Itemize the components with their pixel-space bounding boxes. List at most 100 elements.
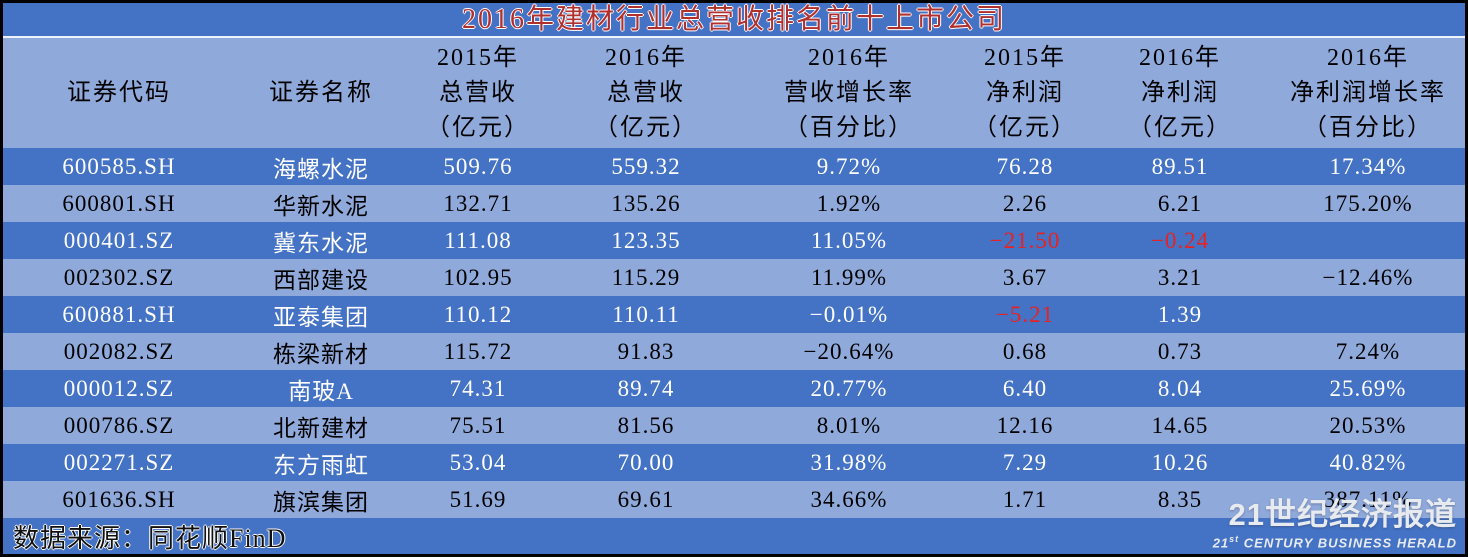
cell-code: 000401.SZ	[3, 222, 235, 259]
cell-revenue-growth: −0.01%	[743, 296, 955, 333]
cell-profit-2016: 0.73	[1095, 333, 1265, 370]
cell-revenue-2016: 69.61	[549, 481, 743, 518]
table-row: 601636.SH 旗滨集团 51.69 69.61 34.66% 1.71 8…	[3, 481, 1465, 518]
cell-revenue-2016: 110.11	[549, 296, 743, 333]
table-row: 600801.SH 华新水泥 132.71 135.26 1.92% 2.26 …	[3, 185, 1465, 222]
cell-revenue-2016: 115.29	[549, 259, 743, 296]
cell-revenue-2016: 89.74	[549, 370, 743, 407]
cell-profit-growth: 25.69%	[1265, 370, 1465, 407]
title-bar: 2016年建材行业总营收排名前十上市公司	[3, 3, 1465, 38]
cell-revenue-2015: 74.31	[407, 370, 549, 407]
publisher-logo: 21世纪经济报道 21st CENTURY BUSINESS HERALD	[1213, 499, 1457, 550]
logo-en-rest: CENTURY BUSINESS HERALD	[1239, 535, 1457, 550]
cell-profit-2016: −0.24	[1095, 222, 1265, 259]
cell-profit-growth	[1265, 222, 1465, 259]
cell-profit-2015: −21.50	[955, 222, 1095, 259]
table-row: 000786.SZ 北新建材 75.51 81.56 8.01% 12.16 1…	[3, 407, 1465, 444]
column-header-revenue-growth: 2016年 营收增长率 （百分比）	[743, 38, 955, 148]
cell-revenue-growth: 31.98%	[743, 444, 955, 481]
cell-revenue-2016: 559.32	[549, 148, 743, 185]
cell-revenue-2015: 102.95	[407, 259, 549, 296]
table-body: 600585.SH 海螺水泥 509.76 559.32 9.72% 76.28…	[3, 148, 1465, 518]
cell-name: 南玻A	[235, 370, 407, 407]
cell-code: 000786.SZ	[3, 407, 235, 444]
cell-code: 600585.SH	[3, 148, 235, 185]
header-row: 证券代码 证券名称 2015年 总营收 （亿元） 2016年 总营收 （亿元） …	[3, 38, 1465, 148]
cell-revenue-2015: 53.04	[407, 444, 549, 481]
table-row: 600585.SH 海螺水泥 509.76 559.32 9.72% 76.28…	[3, 148, 1465, 185]
logo-en-superscript: st	[1229, 533, 1240, 544]
cell-revenue-2016: 123.35	[549, 222, 743, 259]
table-row: 002082.SZ 栋梁新材 115.72 91.83 −20.64% 0.68…	[3, 333, 1465, 370]
cell-code: 002082.SZ	[3, 333, 235, 370]
cell-profit-2015: 6.40	[955, 370, 1095, 407]
cell-code: 600881.SH	[3, 296, 235, 333]
cell-profit-2016: 8.35	[1095, 481, 1265, 518]
cell-revenue-2016: 135.26	[549, 185, 743, 222]
cell-profit-2015: 0.68	[955, 333, 1095, 370]
column-header-revenue-2015: 2015年 总营收 （亿元）	[407, 38, 549, 148]
column-header-profit-growth: 2016年 净利润增长率 （百分比）	[1265, 38, 1465, 148]
table-row: 000012.SZ 南玻A 74.31 89.74 20.77% 6.40 8.…	[3, 370, 1465, 407]
page-title: 2016年建材行业总营收排名前十上市公司	[461, 4, 1006, 35]
cell-profit-2016: 1.39	[1095, 296, 1265, 333]
cell-profit-growth: 175.20%	[1265, 185, 1465, 222]
cell-profit-2015: 7.29	[955, 444, 1095, 481]
cell-profit-2016: 3.21	[1095, 259, 1265, 296]
column-header-profit-2015: 2015年 净利润 （亿元）	[955, 38, 1095, 148]
cell-name: 东方雨虹	[235, 444, 407, 481]
cell-revenue-2015: 509.76	[407, 148, 549, 185]
cell-code: 600801.SH	[3, 185, 235, 222]
cell-revenue-growth: 1.92%	[743, 185, 955, 222]
cell-profit-2015: 76.28	[955, 148, 1095, 185]
column-header-name: 证券名称	[235, 38, 407, 148]
cell-name: 栋梁新材	[235, 333, 407, 370]
cell-name: 西部建设	[235, 259, 407, 296]
data-table: 证券代码 证券名称 2015年 总营收 （亿元） 2016年 总营收 （亿元） …	[3, 38, 1465, 518]
cell-profit-2016: 8.04	[1095, 370, 1265, 407]
cell-revenue-2016: 91.83	[549, 333, 743, 370]
cell-profit-growth: 20.53%	[1265, 407, 1465, 444]
cell-profit-growth: 17.34%	[1265, 148, 1465, 185]
cell-revenue-2015: 110.12	[407, 296, 549, 333]
cell-revenue-2015: 115.72	[407, 333, 549, 370]
column-header-revenue-2016: 2016年 总营收 （亿元）	[549, 38, 743, 148]
cell-code: 002302.SZ	[3, 259, 235, 296]
cell-profit-growth: 7.24%	[1265, 333, 1465, 370]
cell-profit-growth: 387.11%	[1265, 481, 1465, 518]
table-row: 002302.SZ 西部建设 102.95 115.29 11.99% 3.67…	[3, 259, 1465, 296]
cell-revenue-2015: 51.69	[407, 481, 549, 518]
cell-name: 海螺水泥	[235, 148, 407, 185]
cell-profit-2016: 89.51	[1095, 148, 1265, 185]
column-header-code: 证券代码	[3, 38, 235, 148]
cell-name: 冀东水泥	[235, 222, 407, 259]
data-source-label: 数据来源：同花顺FinD	[13, 523, 287, 553]
cell-revenue-growth: 20.77%	[743, 370, 955, 407]
table-row: 000401.SZ 冀东水泥 111.08 123.35 11.05% −21.…	[3, 222, 1465, 259]
cell-name: 旗滨集团	[235, 481, 407, 518]
cell-profit-2015: 1.71	[955, 481, 1095, 518]
cell-revenue-2016: 81.56	[549, 407, 743, 444]
cell-revenue-2015: 111.08	[407, 222, 549, 259]
cell-revenue-2015: 132.71	[407, 185, 549, 222]
cell-code: 601636.SH	[3, 481, 235, 518]
table-row: 600881.SH 亚泰集团 110.12 110.11 −0.01% −5.2…	[3, 296, 1465, 333]
cell-profit-2015: 12.16	[955, 407, 1095, 444]
cell-revenue-growth: 34.66%	[743, 481, 955, 518]
table-header: 证券代码 证券名称 2015年 总营收 （亿元） 2016年 总营收 （亿元） …	[3, 38, 1465, 148]
cell-code: 000012.SZ	[3, 370, 235, 407]
logo-en-number: 21	[1212, 535, 1230, 550]
table-row: 002271.SZ 东方雨虹 53.04 70.00 31.98% 7.29 1…	[3, 444, 1465, 481]
cell-profit-2015: −5.21	[955, 296, 1095, 333]
cell-revenue-2016: 70.00	[549, 444, 743, 481]
column-header-profit-2016: 2016年 净利润 （亿元）	[1095, 38, 1265, 148]
cell-profit-2016: 14.65	[1095, 407, 1265, 444]
cell-name: 亚泰集团	[235, 296, 407, 333]
cell-revenue-growth: −20.64%	[743, 333, 955, 370]
cell-revenue-2015: 75.51	[407, 407, 549, 444]
cell-name: 华新水泥	[235, 185, 407, 222]
cell-profit-growth	[1265, 296, 1465, 333]
logo-english-text: 21st CENTURY BUSINESS HERALD	[1213, 532, 1457, 550]
cell-revenue-growth: 11.05%	[743, 222, 955, 259]
